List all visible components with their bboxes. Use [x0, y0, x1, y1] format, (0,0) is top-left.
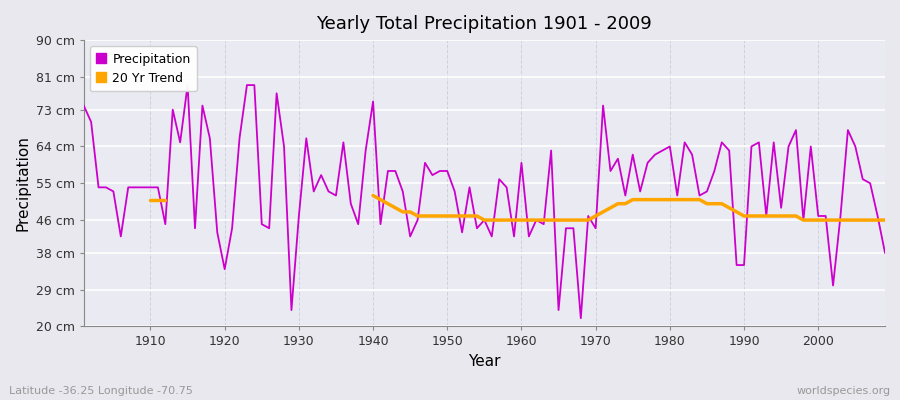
X-axis label: Year: Year: [468, 354, 500, 369]
Text: worldspecies.org: worldspecies.org: [796, 386, 891, 396]
Y-axis label: Precipitation: Precipitation: [15, 135, 30, 231]
Legend: Precipitation, 20 Yr Trend: Precipitation, 20 Yr Trend: [90, 46, 197, 91]
Text: Latitude -36.25 Longitude -70.75: Latitude -36.25 Longitude -70.75: [9, 386, 193, 396]
Title: Yearly Total Precipitation 1901 - 2009: Yearly Total Precipitation 1901 - 2009: [317, 15, 652, 33]
